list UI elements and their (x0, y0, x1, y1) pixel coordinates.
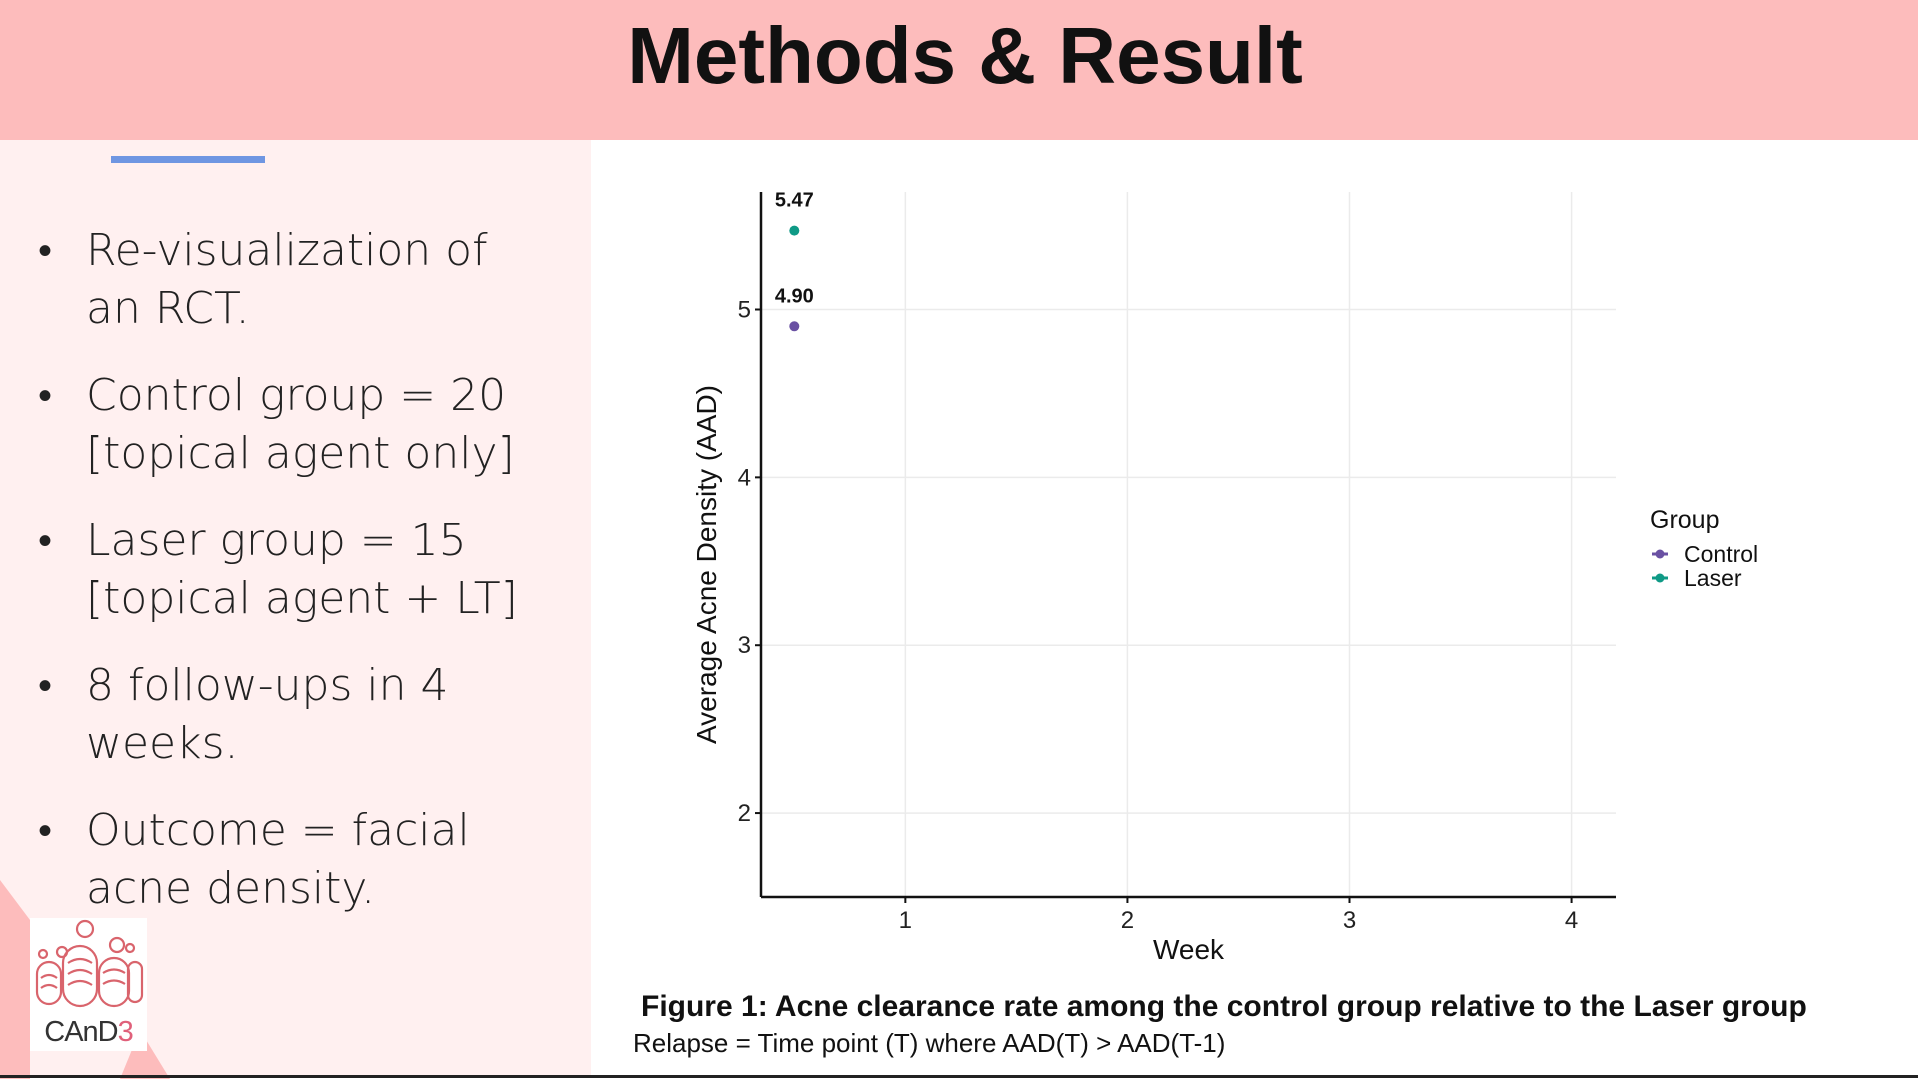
x-tick-label: 1 (899, 907, 912, 934)
bullet-line: weeks. (86, 718, 239, 769)
data-point-laser (789, 225, 800, 236)
data-label-laser: 5.47 (775, 190, 814, 212)
logo-text: CAnD3 (30, 1016, 147, 1049)
legend-key-dot-laser (1655, 573, 1665, 583)
bullet-item: Outcome = facial acne density. (38, 802, 578, 918)
bullet-line: Control group = 20 (86, 370, 507, 421)
figure-caption: Figure 1: Acne clearance rate among the … (641, 990, 1807, 1023)
bullet-line: 8 follow-ups in 4 (86, 660, 449, 711)
figure-subcaption: Relapse = Time point (T) where AAD(T) > … (633, 1028, 1226, 1058)
bullet-item: 8 follow-ups in 4 weeks. (38, 657, 578, 773)
y-tick-label: 5 (738, 297, 751, 324)
bullet-item: Control group = 20 [topical agent only] (38, 367, 578, 483)
logo-text-accent: 3 (117, 1016, 134, 1048)
legend-label-control: Control (1684, 541, 1758, 567)
grid-lines (761, 192, 1616, 897)
bullet-line: an RCT. (86, 283, 250, 334)
bullet-line: Outcome = facial (86, 805, 470, 856)
data-point-control (789, 321, 800, 332)
bullet-item: Laser group = 15 [topical agent + LT] (38, 512, 578, 628)
y-axis-label: Average Acne Density (AAD) (691, 385, 722, 744)
y-tick-label: 4 (738, 464, 751, 491)
x-tick-label: 3 (1343, 907, 1356, 934)
slide-header (0, 0, 1918, 140)
logo-figures-icon (35, 919, 144, 1008)
bullet-item: Re-visualization of an RCT. (38, 222, 578, 338)
bullet-line: Laser group = 15 (86, 515, 467, 566)
bullet-line: acne density. (86, 863, 376, 914)
corner-decoration (0, 880, 170, 1079)
slide-title: Methods & Result (627, 11, 1303, 100)
legend-key-dot-control (1655, 549, 1665, 559)
legend-label-laser: Laser (1684, 565, 1742, 591)
x-tick-label: 4 (1565, 907, 1578, 934)
cand3-logo: CAnD3 (30, 918, 147, 1051)
bullet-line: Re-visualization of (86, 225, 488, 276)
bottom-rule (0, 1075, 1918, 1078)
x-axis-label: Week (1153, 934, 1225, 965)
legend-title: Group (1650, 506, 1719, 534)
bullet-list: Re-visualization of an RCT. Control group… (38, 222, 578, 947)
bullet-line: [topical agent only] (86, 428, 515, 479)
accent-bar (111, 156, 265, 163)
bullet-line: [topical agent + LT] (86, 573, 518, 624)
data-label-control: 4.90 (775, 285, 814, 307)
y-tick-label: 3 (738, 632, 751, 659)
y-tick-label: 2 (738, 800, 751, 827)
x-tick-label: 2 (1121, 907, 1134, 934)
axis-ticks: 1 2 3 4 2 3 4 5 (738, 297, 1579, 935)
logo-text-main: CAnD (44, 1016, 118, 1048)
data-points: 4.90 5.47 (775, 190, 814, 332)
scatter-chart: 1 2 3 4 2 3 4 5 Week Average Acne Density (AAD)… (691, 190, 1758, 965)
